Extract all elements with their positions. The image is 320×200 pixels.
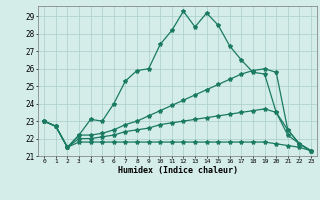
- X-axis label: Humidex (Indice chaleur): Humidex (Indice chaleur): [118, 166, 238, 175]
